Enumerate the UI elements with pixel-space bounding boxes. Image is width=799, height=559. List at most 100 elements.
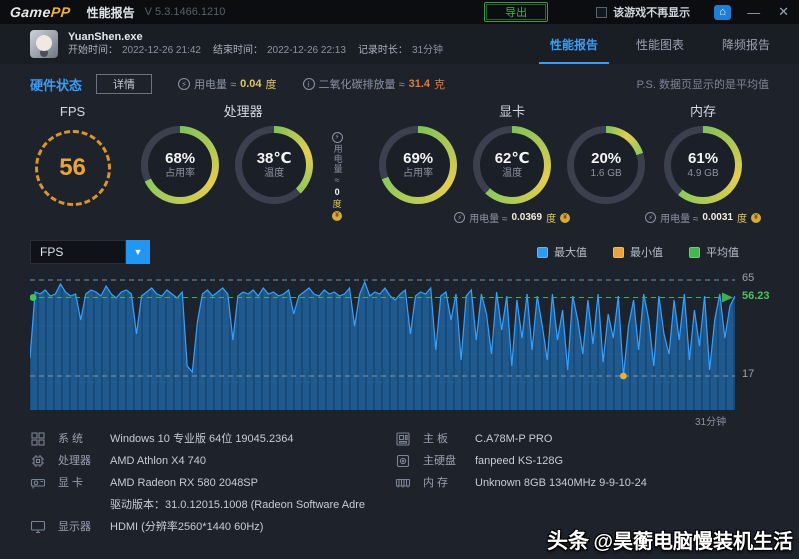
gauge-value: 62℃ (494, 150, 530, 167)
gpu-power-unit: 度 (546, 214, 557, 225)
spec-label: 处理器 (58, 455, 91, 467)
system-specs: 系 统 Windows 10 专业版 64位 19045.2364 处理器 AMD A… (30, 432, 769, 542)
disk-icon (395, 453, 411, 469)
tab-0[interactable]: 性能报告 (531, 24, 617, 64)
memory-power-label: 用电量 ≈ (660, 214, 699, 225)
report-content: 硬件状态 详情 ⚡ 用电量 ≈ 0.04 度 i 二氧化碳排放量 ≈ 31.4 … (0, 64, 799, 559)
tab-1[interactable]: 性能图表 (635, 37, 684, 52)
co2-unit: 克 (434, 79, 446, 91)
spec-label: 主硬盘 (423, 455, 456, 467)
monitor-icon (30, 519, 46, 535)
memory-power-metric: ⚡ 用电量 ≈ 0.0031 度 ¥ (645, 210, 761, 225)
fps-gauge: 56 (34, 130, 111, 206)
spec-value: Unknown 8GB 1340MHz 9-9-10-24 (475, 477, 647, 489)
dont-show-checkbox-group[interactable]: 该游戏不再显示 (596, 4, 690, 20)
cpu-power-metric: ⚡ 用电量 ≈ 0 度 ¥ (329, 132, 345, 221)
spec-value-block: Unknown 8GB 1340MHz 9-9-10-24 (475, 476, 647, 491)
memory-power-value: 0.0031 (702, 212, 733, 223)
tab-2[interactable]: 降频报告 (721, 37, 770, 52)
legend-label: 最小值 (630, 247, 663, 259)
spec-label: 内 存 (423, 477, 449, 489)
spec-value-block: Windows 10 专业版 64位 19045.2364 (110, 432, 293, 447)
motherboard-icon (395, 431, 411, 447)
gauge-ring: 62℃ 温度 (473, 126, 552, 204)
chart-controls-row: FPS ▼ 最大值 最小值 平均值 (30, 240, 769, 264)
duration-label: 记录时长： (357, 44, 408, 56)
gauge-sublabel: 1.6 GB (590, 168, 622, 179)
gpu-gauge-group: 显卡 69% 占用率 62℃ 温度 20% 1.6 GB ⚡ 用电量 ≈ 0.0369 度… (379, 102, 646, 230)
detail-button[interactable]: 详情 (96, 74, 153, 94)
titlebar: GamePP 性能报告 V 5.3.1466.1210 导出 该游戏不再显示 ⌂… (0, 0, 799, 24)
spec-row: 主 板 C.A78M-P PRO (395, 432, 769, 447)
fps-gauge-label: FPS (59, 104, 86, 119)
co2-icon: i (302, 78, 315, 90)
memory-gauge-group: 内存 61% 4.9 GB ⚡ 用电量 ≈ 0.0031 度 ¥ (645, 102, 761, 230)
cpu-icon (30, 453, 46, 469)
co2-value: 31.4 (408, 78, 431, 90)
cpu-gauge-label: 处理器 (223, 104, 263, 119)
spec-label: 显示器 (58, 521, 91, 533)
gauge-ring: 61% 4.9 GB (664, 126, 743, 204)
hardware-status-row: 硬件状态 详情 ⚡ 用电量 ≈ 0.04 度 i 二氧化碳排放量 ≈ 31.4 … (30, 72, 769, 96)
spec-value: AMD Athlon X4 740 (110, 455, 207, 467)
fps-chart: 65 56.23 17 31分钟 (30, 270, 770, 428)
hardware-status-title: 硬件状态 (30, 77, 83, 93)
legend-item: 最小值 (613, 244, 663, 260)
power-icon: ⚡ (645, 212, 657, 223)
cpu-power-unit: 度 (332, 199, 342, 209)
co2-metric: i 二氧化碳排放量 ≈ 31.4 克 (302, 76, 446, 92)
gpu-gauge-label: 显卡 (499, 104, 526, 119)
gauge-sublabel: 温度 (264, 168, 285, 179)
spec-row: 显示器 HDMI (分辨率2560*1440 60Hz) (30, 520, 395, 535)
spec-value-block: C.A78M-P PRO (475, 432, 552, 447)
export-button[interactable]: 导出 (484, 2, 549, 22)
spec-extra-value: 驱动版本：31.0.12015.1008 (Radeon Software Ad… (110, 499, 365, 511)
report-tabs: 性能报告 性能图表 降频报告 (531, 24, 789, 64)
watermark-prefix: 头条 (547, 530, 590, 553)
spec-row: 处理器 AMD Athlon X4 740 (30, 454, 395, 469)
avg-marker-label: 56.23 (742, 289, 770, 302)
legend-label: 平均值 (706, 247, 739, 259)
metric-select[interactable]: FPS (30, 240, 126, 264)
spec-value: fanpeed KS-128G (475, 455, 564, 467)
spec-value-block: fanpeed KS-128G (475, 454, 563, 469)
cpu-gauge-group: 处理器 68% 占用率 38℃ 温度 ⚡ 用电量 ≈ 0 度 ¥ (141, 102, 345, 230)
spec-row: 主硬盘 fanpeed KS-128G (395, 454, 769, 469)
gpu-power-metric: ⚡ 用电量 ≈ 0.0369 度 ¥ (454, 210, 571, 225)
page-title: 性能报告 (86, 5, 135, 20)
spec-row: 系 统 Windows 10 专业版 64位 19045.2364 (30, 432, 395, 447)
spec-value-block: HDMI (分辨率2560*1440 60Hz) (110, 520, 263, 535)
close-icon[interactable]: ✕ (778, 4, 789, 19)
legend-item: 最大值 (537, 244, 587, 260)
spec-value: AMD Radeon RX 580 2048SP (110, 477, 258, 489)
power-label: 用电量 ≈ (194, 79, 237, 91)
legend-swatch (613, 246, 624, 258)
cpu-power-value: 0 (334, 187, 340, 197)
duration-value: 31分钟 (411, 44, 444, 56)
gauge-value: 69% (403, 150, 434, 167)
record-times: 开始时间： 2022-12-26 21:42 结束时间： 2022-12-26 22… (68, 44, 443, 58)
cpu-power-label: 用电量 (332, 144, 343, 174)
coin-icon: ¥ (560, 212, 571, 223)
gpu-icon (30, 475, 46, 491)
spec-row: 内 存 Unknown 8GB 1340MHz 9-9-10-24 (395, 476, 769, 491)
gauges-section: FPS 56 处理器 68% 占用率 38℃ 温度 ⚡ 用电量 ≈ 0 度 ¥ (30, 102, 769, 230)
total-power-metric: ⚡ 用电量 ≈ 0.04 度 (178, 76, 277, 92)
chevron-down-icon[interactable]: ▼ (126, 240, 150, 264)
home-icon[interactable]: ⌂ (714, 4, 732, 20)
dont-show-label: 该游戏不再显示 (613, 7, 691, 19)
legend-item: 平均值 (689, 244, 739, 260)
end-time-label: 结束时间： (212, 44, 263, 56)
spec-value-block: AMD Radeon RX 580 2048SP 驱动版本：31.0.12015.… (110, 476, 365, 513)
minimize-icon[interactable]: — (747, 4, 761, 20)
gauge-ring: 38℃ 温度 (235, 126, 314, 204)
gauge-ring: 68% 占用率 (141, 126, 220, 204)
memory-gauge-label: 内存 (690, 104, 717, 119)
app-logo: GamePP (9, 4, 72, 20)
legend-swatch (689, 246, 700, 258)
power-icon: ⚡ (178, 78, 191, 90)
gauge-sublabel: 占用率 (165, 168, 196, 179)
dont-show-checkbox[interactable] (596, 6, 608, 18)
spec-value: HDMI (分辨率2560*1440 60Hz) (110, 521, 264, 533)
spec-label: 主 板 (423, 433, 449, 445)
